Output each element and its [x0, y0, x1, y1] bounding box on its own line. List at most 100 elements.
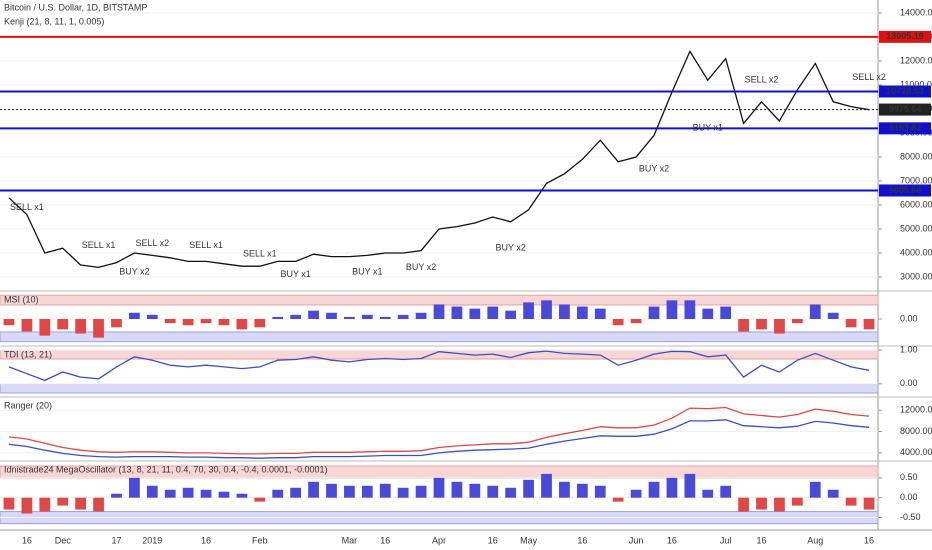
y-tick-label: 0.00 — [900, 313, 918, 323]
histogram-bar — [576, 306, 588, 319]
histogram-bar — [505, 487, 517, 498]
histogram-bar — [397, 314, 409, 319]
x-tick-label: Mar — [342, 535, 358, 545]
x-tick-label: 16 — [22, 535, 32, 545]
histogram-bar — [630, 489, 642, 498]
histogram-bar — [326, 312, 337, 319]
histogram-bar — [379, 316, 391, 319]
signal-label: SELL x2 — [852, 72, 886, 82]
x-tick-label: 17 — [111, 535, 121, 545]
histogram-bar — [200, 489, 212, 498]
lower-zone — [0, 383, 879, 394]
histogram-bar — [218, 491, 230, 498]
histogram-bar — [415, 312, 427, 319]
histogram-bar — [111, 493, 122, 498]
histogram-bar — [308, 481, 319, 498]
histogram-bar — [57, 497, 69, 506]
y-tick-label: 6000.00 — [900, 199, 932, 209]
histogram-bar — [827, 312, 839, 319]
y-tick-label: 12000.00 — [900, 405, 932, 415]
y-tick-label: 8000.00 — [900, 151, 932, 161]
histogram-bar — [738, 319, 749, 332]
histogram-bar — [75, 497, 87, 510]
signal-label: SELL x1 — [10, 202, 44, 212]
histogram-bar — [738, 497, 749, 512]
histogram-bar — [344, 316, 355, 319]
level-label-bg — [879, 85, 931, 98]
histogram-bar — [594, 485, 606, 498]
histogram-bar — [146, 485, 158, 498]
pane-title: Idnistrade24 MegaOscillator (13, 8, 21, … — [4, 464, 328, 474]
histogram-bar — [720, 485, 732, 498]
y-tick-label: 4000.00 — [900, 247, 932, 257]
y-tick-label: 7000.00 — [900, 175, 932, 185]
histogram-bar — [612, 319, 624, 326]
signal-label: SELL x1 — [82, 240, 116, 250]
histogram-bar — [576, 483, 588, 498]
histogram-bar — [863, 319, 875, 330]
histogram-bar — [523, 302, 534, 319]
x-tick-label: Jul — [720, 535, 732, 545]
x-tick-label: 16 — [380, 535, 390, 545]
histogram-bar — [254, 497, 266, 502]
histogram-bar — [39, 497, 51, 512]
y-tick-label: -0.50 — [900, 512, 921, 522]
x-tick-label: 16 — [201, 535, 211, 545]
histogram-bar — [451, 481, 463, 498]
signal-label: BUY x2 — [119, 267, 149, 277]
histogram-bar — [397, 487, 409, 498]
histogram-bar — [774, 497, 785, 512]
histogram-bar — [487, 485, 499, 498]
histogram-bar — [272, 316, 284, 319]
y-tick-label: 0.00 — [900, 378, 918, 388]
x-tick-label: Apr — [432, 535, 446, 545]
level-label-bg — [879, 184, 931, 197]
signal-label: BUY x2 — [406, 262, 436, 272]
histogram-bar — [164, 319, 176, 324]
histogram-bar — [702, 308, 714, 319]
histogram-bar — [146, 314, 158, 319]
histogram-bar — [182, 319, 194, 326]
histogram-bar — [361, 314, 373, 319]
pane-title: MSI (10) — [4, 294, 39, 304]
histogram-bar — [684, 473, 696, 498]
histogram-bar — [541, 473, 552, 498]
histogram-bar — [559, 304, 570, 319]
level-label-bg — [879, 122, 931, 135]
histogram-bar — [290, 487, 302, 498]
y-tick-label: 4000.00 — [900, 447, 932, 457]
histogram-bar — [451, 306, 463, 319]
y-tick-label: 14000.00 — [900, 7, 932, 17]
histogram-bar — [129, 477, 140, 498]
histogram-bar — [93, 497, 104, 512]
histogram-bar — [469, 483, 481, 498]
histogram-bar — [684, 300, 696, 319]
y-tick-label: 3000.00 — [900, 271, 932, 281]
signal-label: SELL x2 — [135, 238, 169, 248]
histogram-bar — [39, 319, 51, 336]
histogram-bar — [774, 319, 785, 334]
histogram-bar — [164, 489, 176, 498]
signal-label: BUY x1 — [352, 267, 382, 277]
histogram-bar — [433, 477, 445, 498]
histogram-bar — [3, 319, 15, 326]
histogram-bar — [308, 310, 319, 319]
histogram-bar — [541, 300, 552, 319]
histogram-bar — [182, 487, 194, 498]
histogram-bar — [702, 489, 714, 498]
upper-zone — [0, 294, 879, 306]
y-tick-label: 0.50 — [900, 472, 918, 482]
x-tick-label: 16 — [667, 535, 677, 545]
histogram-bar — [272, 489, 284, 498]
histogram-bar — [666, 300, 678, 319]
x-tick-label: 16 — [757, 535, 767, 545]
histogram-bar — [648, 481, 660, 498]
histogram-bar — [505, 310, 517, 319]
signal-label: BUY x2 — [495, 243, 525, 253]
x-tick-label: 16 — [577, 535, 587, 545]
histogram-bar — [487, 306, 499, 319]
histogram-bar — [756, 319, 767, 330]
signal-label: BUY x1 — [693, 123, 723, 133]
series-line — [8, 419, 870, 459]
y-tick-label: 11000.00 — [900, 79, 932, 89]
